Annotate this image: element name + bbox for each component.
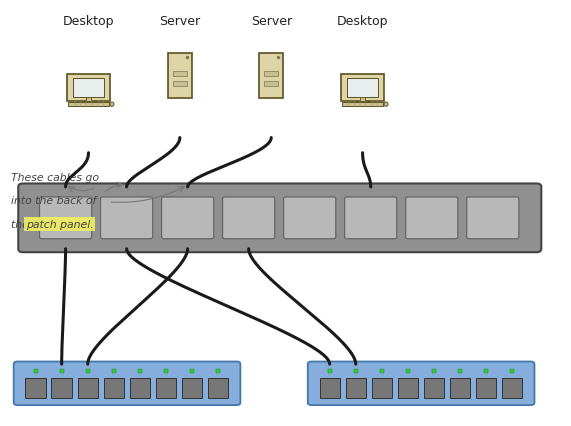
Text: These cables go: These cables go: [11, 173, 99, 182]
Bar: [354, 102, 371, 104]
FancyBboxPatch shape: [18, 184, 541, 253]
Ellipse shape: [110, 103, 114, 107]
FancyBboxPatch shape: [405, 198, 458, 239]
Bar: [397, 378, 418, 398]
Bar: [26, 378, 46, 398]
FancyBboxPatch shape: [343, 103, 383, 107]
FancyBboxPatch shape: [284, 198, 336, 239]
FancyBboxPatch shape: [308, 362, 534, 405]
FancyBboxPatch shape: [223, 198, 275, 239]
Bar: [360, 98, 365, 104]
FancyBboxPatch shape: [39, 198, 92, 239]
FancyBboxPatch shape: [345, 198, 397, 239]
FancyBboxPatch shape: [168, 54, 192, 99]
Bar: [345, 378, 366, 398]
Bar: [182, 378, 202, 398]
FancyBboxPatch shape: [69, 103, 108, 107]
Bar: [130, 378, 150, 398]
Bar: [80, 102, 97, 104]
Bar: [450, 378, 470, 398]
Ellipse shape: [384, 103, 388, 107]
Text: the: the: [11, 219, 33, 229]
FancyBboxPatch shape: [162, 198, 214, 239]
FancyBboxPatch shape: [14, 362, 240, 405]
Text: Server: Server: [251, 15, 292, 28]
Bar: [264, 72, 279, 77]
FancyBboxPatch shape: [347, 79, 379, 98]
Bar: [320, 378, 340, 398]
FancyBboxPatch shape: [73, 79, 104, 98]
Bar: [78, 378, 98, 398]
Text: Desktop: Desktop: [337, 15, 388, 28]
FancyBboxPatch shape: [67, 75, 110, 102]
Bar: [156, 378, 176, 398]
Bar: [172, 82, 187, 87]
Bar: [103, 378, 124, 398]
Bar: [424, 378, 444, 398]
FancyBboxPatch shape: [100, 198, 152, 239]
Text: Desktop: Desktop: [63, 15, 114, 28]
Bar: [51, 378, 72, 398]
Text: into the back of: into the back of: [11, 196, 97, 206]
FancyBboxPatch shape: [341, 75, 384, 102]
Bar: [208, 378, 228, 398]
Bar: [476, 378, 496, 398]
FancyBboxPatch shape: [259, 54, 283, 99]
Bar: [172, 72, 187, 77]
Text: patch panel.: patch panel.: [26, 219, 94, 229]
Text: Server: Server: [159, 15, 200, 28]
Bar: [372, 378, 392, 398]
Bar: [264, 82, 279, 87]
FancyBboxPatch shape: [467, 198, 519, 239]
Bar: [502, 378, 522, 398]
Bar: [86, 98, 91, 104]
